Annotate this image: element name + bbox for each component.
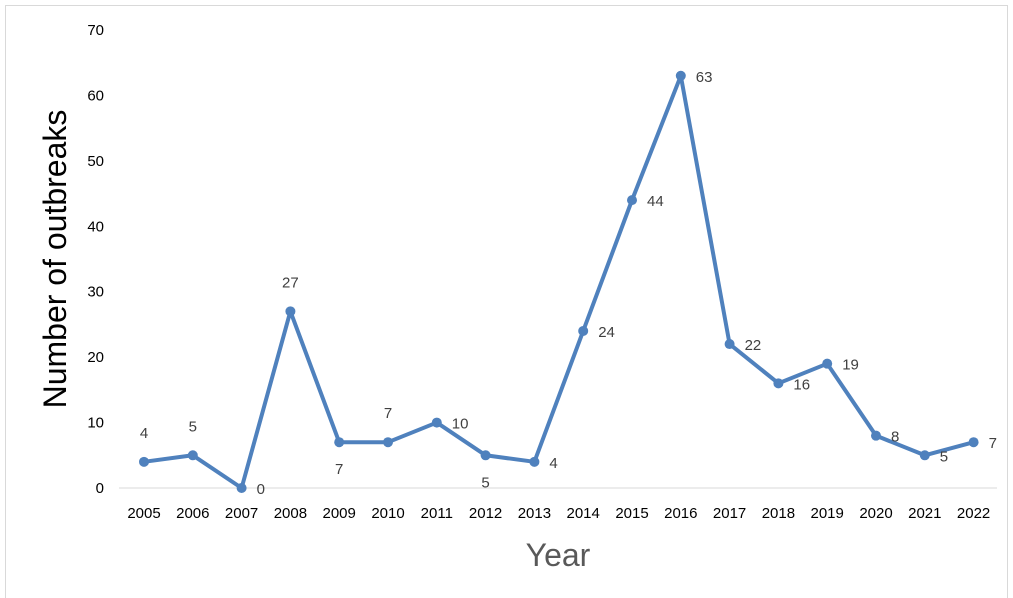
data-label: 7 <box>989 435 997 452</box>
x-tick-label: 2022 <box>957 505 990 522</box>
data-labels: 4 5 0 27 7 7 10 5 4 24 44 63 22 16 19 8 5 7 <box>140 69 997 498</box>
x-tick-label: 2018 <box>762 505 795 522</box>
x-tick-label: 2014 <box>567 505 600 522</box>
data-label: 16 <box>793 376 810 393</box>
y-tick-label: 50 <box>87 153 104 170</box>
data-point <box>334 437 345 448</box>
data-point <box>187 450 198 461</box>
y-tick-label: 20 <box>87 349 104 366</box>
x-tick-label: 2017 <box>713 505 746 522</box>
data-point <box>431 417 442 428</box>
x-tick-label: 2007 <box>225 505 258 522</box>
x-tick-label: 2006 <box>176 505 209 522</box>
data-label: 5 <box>940 448 948 465</box>
data-point <box>236 483 247 493</box>
data-label: 10 <box>452 416 469 433</box>
data-point <box>529 456 540 467</box>
y-tick-label: 70 <box>87 22 104 39</box>
data-label: 4 <box>549 455 557 472</box>
data-label: 4 <box>140 425 148 442</box>
data-label: 63 <box>696 69 713 86</box>
x-tick-label: 2012 <box>469 505 502 522</box>
data-label: 5 <box>189 418 197 435</box>
data-point <box>627 195 637 206</box>
y-axis-ticks: 0 10 20 30 40 50 60 70 <box>87 22 104 497</box>
x-tick-label: 2011 <box>421 505 453 522</box>
x-axis-ticks: 2005 2006 2007 2008 2009 2010 2011 2012 2013 2014… <box>127 505 990 522</box>
series-markers <box>139 70 979 493</box>
x-tick-label: 2009 <box>323 505 356 522</box>
data-label: 27 <box>282 274 299 291</box>
x-tick-label: 2005 <box>127 505 160 522</box>
x-tick-label: 2021 <box>908 505 941 522</box>
data-label: 7 <box>335 461 343 478</box>
data-point <box>919 450 930 461</box>
data-label: 19 <box>842 357 859 374</box>
x-tick-label: 2013 <box>518 505 551 522</box>
data-point <box>822 358 833 369</box>
data-point <box>871 430 881 441</box>
y-tick-label: 60 <box>87 87 104 104</box>
data-label: 7 <box>384 405 392 422</box>
y-tick-label: 10 <box>87 415 104 432</box>
data-point <box>724 339 735 350</box>
data-point <box>578 325 589 336</box>
data-point <box>285 306 296 317</box>
data-point <box>383 437 393 448</box>
data-point <box>139 456 149 467</box>
data-point <box>675 70 686 81</box>
data-label: 8 <box>891 429 899 446</box>
y-tick-label: 30 <box>87 284 104 301</box>
chart-area <box>5 5 1008 598</box>
data-point <box>773 378 784 389</box>
data-label: 0 <box>257 481 265 498</box>
data-label: 44 <box>647 193 664 210</box>
x-tick-label: 2020 <box>859 505 892 522</box>
x-tick-label: 2016 <box>664 505 697 522</box>
x-tick-label: 2008 <box>274 505 307 522</box>
x-tick-label: 2010 <box>371 505 404 522</box>
y-tick-label: 40 <box>87 218 104 235</box>
data-point <box>968 437 979 448</box>
x-axis-title: Year <box>526 537 591 573</box>
series-line <box>142 73 976 490</box>
data-label: 5 <box>481 474 489 491</box>
y-axis-title: Number of outbreaks <box>37 110 73 409</box>
x-tick-label: 2019 <box>811 505 844 522</box>
data-point <box>480 450 491 461</box>
data-label: 24 <box>598 324 615 341</box>
y-tick-label: 0 <box>96 480 104 497</box>
x-tick-label: 2015 <box>615 505 648 522</box>
data-label: 22 <box>745 337 762 354</box>
